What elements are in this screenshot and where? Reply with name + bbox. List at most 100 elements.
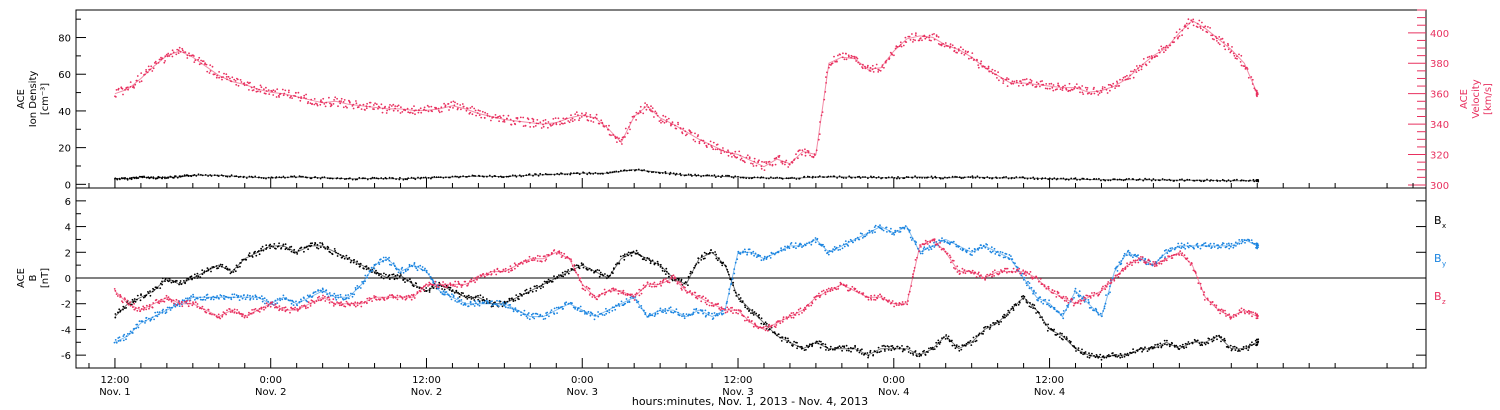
velocity-point	[355, 102, 358, 105]
velocity-point	[1173, 41, 1175, 43]
bx-point	[1203, 342, 1206, 344]
by-point	[632, 297, 635, 299]
velocity-point	[365, 107, 368, 110]
bz-point	[719, 309, 722, 311]
by-point	[1122, 257, 1124, 260]
by-point	[1238, 239, 1241, 241]
velocity-point	[1116, 82, 1119, 84]
velocity-point	[1015, 79, 1018, 82]
bx-point	[531, 290, 534, 293]
velocity-point	[818, 133, 821, 136]
ion-density-point	[877, 176, 880, 178]
by-point	[941, 239, 943, 242]
bx-point	[1046, 329, 1049, 332]
by-point	[238, 299, 241, 301]
velocity-point	[911, 33, 913, 35]
velocity-point	[985, 67, 987, 70]
bx-point	[758, 314, 760, 316]
bx-point	[546, 280, 548, 283]
by-point	[681, 315, 683, 318]
ion-density-point	[576, 172, 579, 174]
bz-point	[133, 308, 136, 311]
by-point	[873, 226, 876, 229]
bz-point	[523, 260, 525, 262]
bx-point	[221, 265, 223, 268]
by-point	[921, 250, 924, 253]
bz-point	[867, 296, 870, 299]
ion-density-point	[1112, 178, 1115, 181]
by-point	[1044, 298, 1047, 301]
ion-density-point	[158, 176, 161, 179]
bx-point	[477, 298, 480, 301]
ion-density-point	[1216, 180, 1219, 183]
velocity-point	[557, 117, 560, 120]
bx-point	[341, 256, 344, 259]
velocity-point	[626, 132, 629, 135]
velocity-point	[828, 66, 830, 69]
ion-density-point	[570, 172, 572, 175]
by-point	[784, 249, 787, 251]
velocity-point	[202, 60, 205, 62]
bx-point	[1088, 352, 1090, 355]
ion-density-point	[803, 175, 806, 178]
velocity-point	[1218, 36, 1221, 38]
by-point	[144, 319, 147, 322]
by-point	[290, 302, 293, 305]
bz-point	[258, 307, 261, 310]
ion-density-point	[439, 176, 442, 179]
by-point	[1025, 282, 1028, 284]
velocity-point	[129, 81, 132, 83]
bz-point	[419, 290, 422, 293]
bz-point	[950, 261, 952, 264]
by-point	[804, 244, 807, 247]
bx-point	[791, 345, 794, 347]
bx-point	[197, 275, 200, 278]
velocity-point	[723, 151, 726, 153]
bx-point	[1239, 350, 1241, 352]
velocity-point	[428, 106, 430, 108]
ion-density-point	[958, 176, 961, 179]
by-point	[1078, 295, 1080, 298]
bx-point	[254, 250, 256, 253]
ion-density-point	[354, 178, 357, 181]
by-point	[123, 333, 126, 336]
by-point	[1238, 242, 1241, 245]
by-point	[999, 251, 1002, 253]
velocity-point	[236, 78, 239, 81]
bz-point	[196, 306, 199, 308]
velocity-point	[309, 102, 312, 105]
bx-point	[1116, 356, 1119, 358]
bx-point	[1094, 356, 1097, 359]
velocity-point	[1048, 83, 1051, 85]
bz-point	[1170, 254, 1173, 257]
bx-point	[663, 270, 666, 273]
by-point	[746, 253, 748, 256]
by-point	[261, 300, 264, 303]
by-point	[390, 264, 393, 266]
by-point	[763, 257, 766, 260]
ion-density-point	[609, 171, 611, 174]
bx-point	[709, 251, 711, 254]
ion-density-point	[1168, 178, 1171, 181]
by-point	[176, 303, 179, 306]
bz-point	[980, 274, 982, 277]
velocity-point	[949, 45, 952, 48]
by-point	[362, 282, 365, 285]
bz-point	[873, 294, 876, 297]
bz-point	[936, 243, 939, 246]
velocity-point	[589, 116, 592, 118]
by-point	[822, 243, 824, 246]
by-point	[1128, 254, 1131, 256]
velocity-point	[864, 67, 867, 70]
velocity-point	[275, 96, 278, 98]
bx-point	[1043, 322, 1045, 324]
by-point	[1016, 266, 1019, 269]
by-point	[477, 300, 480, 302]
by-point	[790, 242, 793, 244]
bx-point	[948, 339, 951, 341]
bz-point	[986, 273, 989, 276]
by-point	[625, 298, 628, 300]
by-point	[414, 265, 417, 268]
by-point	[759, 254, 761, 257]
bz-point	[943, 248, 945, 251]
